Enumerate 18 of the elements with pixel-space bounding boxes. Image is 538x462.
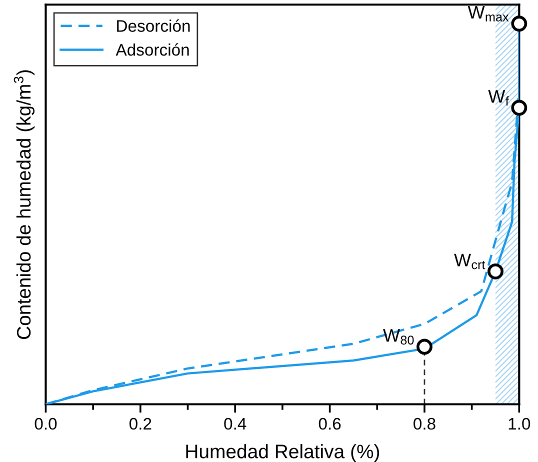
x-tick-label: 0.6 xyxy=(318,418,341,430)
annotation: W$_{80}$ xyxy=(383,329,414,345)
annotation: W$_{max}$ xyxy=(468,6,509,22)
legend-label: Desorción xyxy=(117,19,190,32)
x-tick-label: 0.8 xyxy=(414,418,436,430)
y-axis-title: Contenido de humedad (kg/m$^{3}$) xyxy=(14,70,35,339)
x-axis-title: Humedad Relativa (%) xyxy=(186,444,380,462)
point xyxy=(488,263,504,280)
point xyxy=(416,338,432,355)
x-tick-label: 0.4 xyxy=(224,418,246,430)
point xyxy=(511,100,528,116)
x-tick-label: 0.2 xyxy=(129,418,152,430)
annotation: W$_{f}$ xyxy=(488,90,509,106)
x-tick-label: 0.0 xyxy=(34,418,57,430)
point xyxy=(511,16,528,32)
x-tick-label: 1.0 xyxy=(508,418,530,430)
legend-label: Adsorción xyxy=(116,43,189,56)
annotation: W$_{crt}$ xyxy=(454,254,486,270)
